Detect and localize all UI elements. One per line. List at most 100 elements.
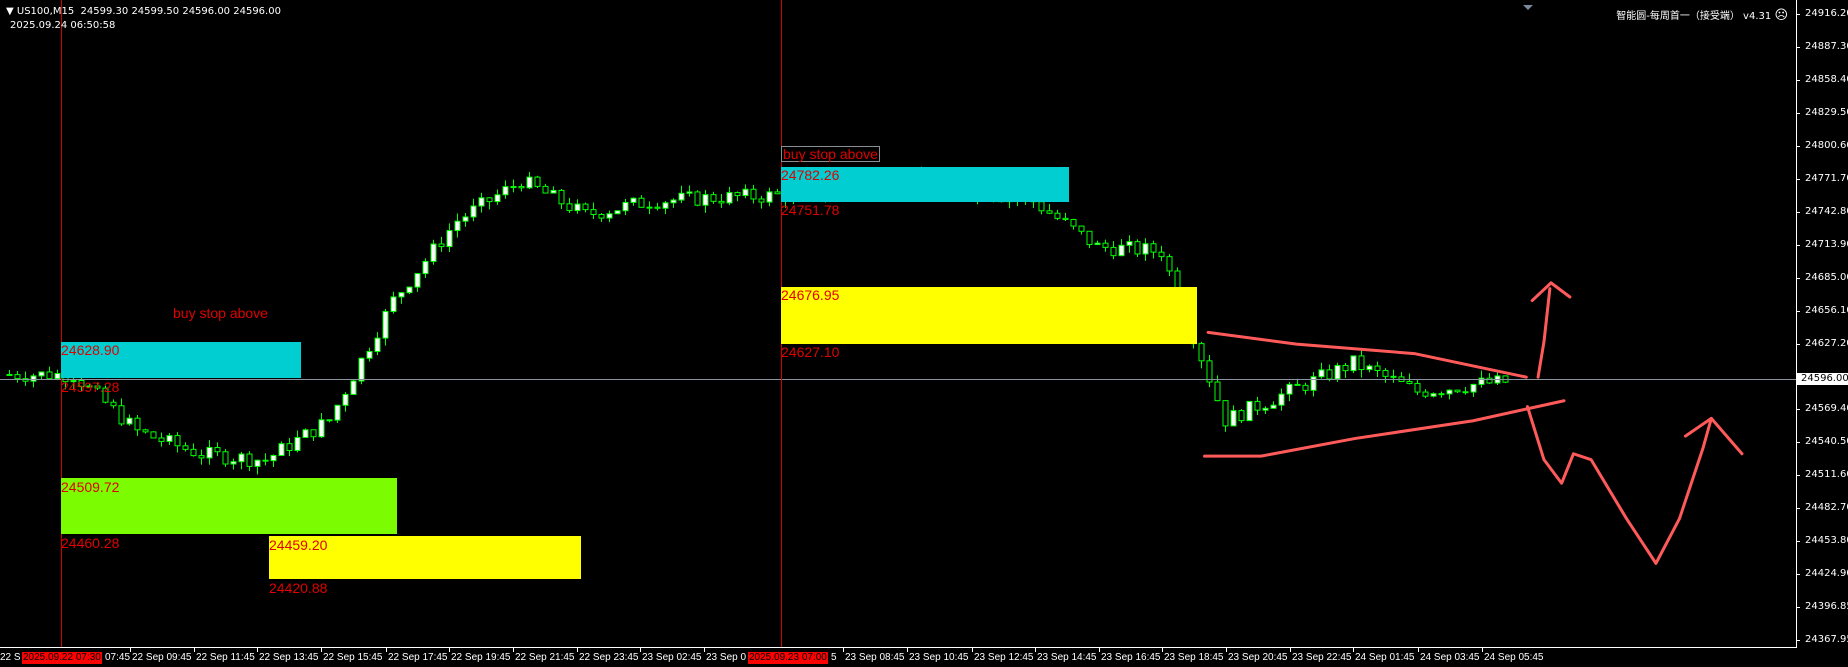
- price-label: 24887.30: [1805, 40, 1848, 52]
- candle-body: [1166, 256, 1173, 272]
- candle: [590, 202, 597, 220]
- candle: [158, 432, 165, 447]
- candle: [38, 371, 45, 380]
- candle: [742, 184, 749, 199]
- candle-body: [1230, 410, 1237, 427]
- price-label: 24367.95: [1805, 634, 1848, 646]
- candle: [758, 195, 765, 209]
- candle-body: [1278, 393, 1285, 406]
- candle: [1134, 239, 1141, 258]
- candle: [86, 383, 93, 388]
- zone-top-price: 24782.26: [781, 167, 840, 183]
- symbol-header[interactable]: ▼ US100,M15 24599.30 24599.50 24596.00 2…: [6, 6, 281, 17]
- candle: [222, 449, 229, 467]
- candle-body: [270, 454, 277, 462]
- candle: [774, 188, 781, 195]
- session-marker-line-1[interactable]: [61, 0, 62, 648]
- candle: [406, 286, 413, 295]
- triangle-lower-line[interactable]: [1203, 399, 1566, 458]
- candle-body: [742, 188, 749, 197]
- cyan-zone-2: [781, 167, 1069, 202]
- price-tick: [1796, 541, 1800, 543]
- candle: [614, 210, 621, 215]
- candle: [494, 189, 501, 205]
- candle-body: [406, 286, 413, 294]
- time-tick: [843, 647, 844, 652]
- price-label: 24453.80: [1805, 535, 1848, 547]
- candle-body: [646, 206, 653, 209]
- sad-face-icon[interactable]: ☹: [1774, 8, 1788, 23]
- candle: [750, 184, 757, 204]
- candle: [1374, 361, 1381, 378]
- candle-body: [1262, 407, 1269, 411]
- candle: [142, 428, 149, 434]
- time-tick: [1162, 647, 1163, 652]
- candle: [1262, 406, 1269, 414]
- candle-body: [478, 197, 485, 207]
- candle: [294, 430, 301, 453]
- chart-shift-marker-icon[interactable]: [1523, 5, 1533, 10]
- candle: [1470, 383, 1477, 397]
- time-tick: [449, 647, 450, 652]
- time-label: 24 Sep 03:45: [1420, 652, 1480, 663]
- candle-body: [558, 189, 565, 205]
- candle-body: [190, 448, 197, 457]
- time-label: 23 Sep 10:45: [909, 652, 969, 663]
- scenario-arrow-head[interactable]: [1683, 416, 1744, 456]
- time-tick: [1418, 647, 1419, 652]
- candle-body: [310, 429, 317, 438]
- scenario-path-line[interactable]: [1525, 405, 1713, 565]
- candle-body: [254, 459, 261, 467]
- candle: [382, 308, 389, 346]
- candle: [374, 332, 381, 356]
- candle: [1142, 238, 1149, 261]
- buy-stop-label-2[interactable]: buy stop above: [781, 146, 880, 162]
- time-label: 23 Sep 20:45: [1228, 652, 1288, 663]
- candle-body: [398, 292, 405, 298]
- candle: [1486, 373, 1493, 385]
- indicator-name: 智能圆-每周首一（接受端） v4.31: [1616, 11, 1772, 22]
- time-tick: [1290, 647, 1291, 652]
- candle: [1422, 389, 1429, 399]
- candle: [286, 438, 293, 457]
- candle: [1238, 409, 1245, 423]
- time-tick: [1353, 647, 1354, 652]
- candle-body: [750, 188, 757, 200]
- candle: [350, 379, 357, 395]
- candle: [766, 187, 773, 207]
- arrow-up-line[interactable]: [1536, 287, 1552, 379]
- candle-body: [126, 417, 133, 425]
- time-label: 23 Sep 0: [706, 652, 747, 663]
- candle: [670, 198, 677, 208]
- dropdown-triangle-icon[interactable]: ▼: [6, 6, 14, 17]
- zone-bottom-price: 24420.88: [269, 580, 328, 596]
- candle-body: [350, 380, 357, 395]
- candle-body: [1358, 355, 1365, 371]
- price-label: 24713.90: [1805, 238, 1848, 250]
- candle: [254, 459, 261, 475]
- candle: [1070, 218, 1077, 230]
- candle: [1286, 381, 1293, 402]
- price-tick: [1796, 46, 1800, 48]
- bid-price-tag: 24596.00: [1797, 373, 1848, 385]
- triangle-upper-line[interactable]: [1206, 330, 1528, 379]
- candle-body: [662, 202, 669, 209]
- candle: [422, 258, 429, 278]
- candle-body: [526, 176, 533, 189]
- price-label: 24829.50: [1805, 106, 1848, 118]
- candle-body: [422, 260, 429, 275]
- time-tick: [130, 647, 131, 652]
- candle: [54, 369, 61, 381]
- candle-body: [1342, 364, 1349, 372]
- candle-body: [1350, 355, 1357, 372]
- candle-body: [110, 401, 117, 407]
- candle-body: [494, 194, 501, 203]
- candle: [1302, 382, 1309, 395]
- price-label: 24540.50: [1805, 436, 1848, 448]
- candle: [1054, 209, 1061, 221]
- price-label: 24424.90: [1805, 568, 1848, 580]
- candle: [214, 442, 221, 457]
- arrow-up-head[interactable]: [1530, 281, 1572, 303]
- candle: [174, 432, 181, 453]
